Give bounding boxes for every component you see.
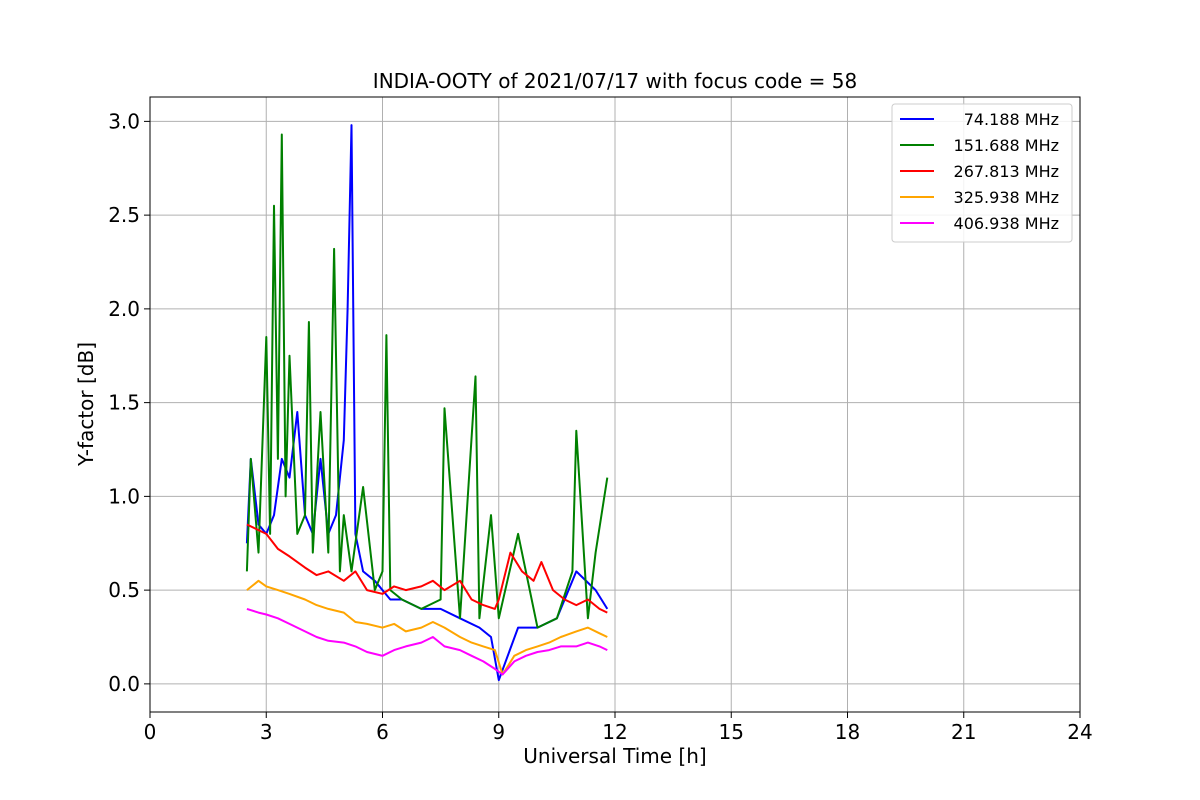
x-tick-label: 24: [1067, 720, 1092, 744]
x-tick-label: 18: [835, 720, 860, 744]
legend-label: 267.813 MHz: [954, 162, 1059, 181]
series-line-406-938-mhz: [246, 607, 608, 676]
y-tick-label: 0.5: [108, 578, 140, 602]
legend-label: 406.938 MHz: [954, 214, 1059, 233]
y-ticks: 0.0 0.5 1.0 1.5 2.0 2.5 3.0: [108, 109, 150, 696]
x-tick-label: 12: [602, 720, 627, 744]
y-tick-label: 1.5: [108, 391, 140, 415]
series-line-151-688-mhz: [245, 133, 609, 629]
legend: 74.188 MHz 151.688 MHz 267.813 MHz 325.938 …: [891, 103, 1073, 243]
legend-label: 325.938 MHz: [954, 188, 1059, 207]
legend-box: [891, 103, 1073, 243]
y-tick-label: 3.0: [108, 109, 140, 133]
x-tick-label: 6: [376, 720, 389, 744]
x-tick-label: 21: [951, 720, 976, 744]
series-line-325-938-mhz: [246, 579, 608, 676]
chart-title: INDIA-OOTY of 2021/07/17 with focus code…: [373, 69, 857, 93]
x-axis-label: Universal Time [h]: [523, 744, 706, 768]
series-line-267-813-mhz: [246, 523, 608, 614]
legend-label: 74.188 MHz: [964, 110, 1059, 129]
y-tick-label: 2.5: [108, 203, 140, 227]
x-tick-label: 0: [144, 720, 157, 744]
y-axis-label: Y-factor [dB]: [74, 342, 98, 467]
y-tick-label: 0.0: [108, 672, 140, 696]
y-tick-label: 1.0: [108, 484, 140, 508]
x-tick-label: 9: [492, 720, 505, 744]
x-ticks: 0 3 6 9 12 15 18 21 24: [144, 712, 1093, 744]
x-tick-label: 3: [260, 720, 273, 744]
plot-lines: [245, 124, 609, 682]
x-tick-label: 15: [719, 720, 744, 744]
y-tick-label: 2.0: [108, 297, 140, 321]
legend-label: 151.688 MHz: [954, 136, 1059, 155]
